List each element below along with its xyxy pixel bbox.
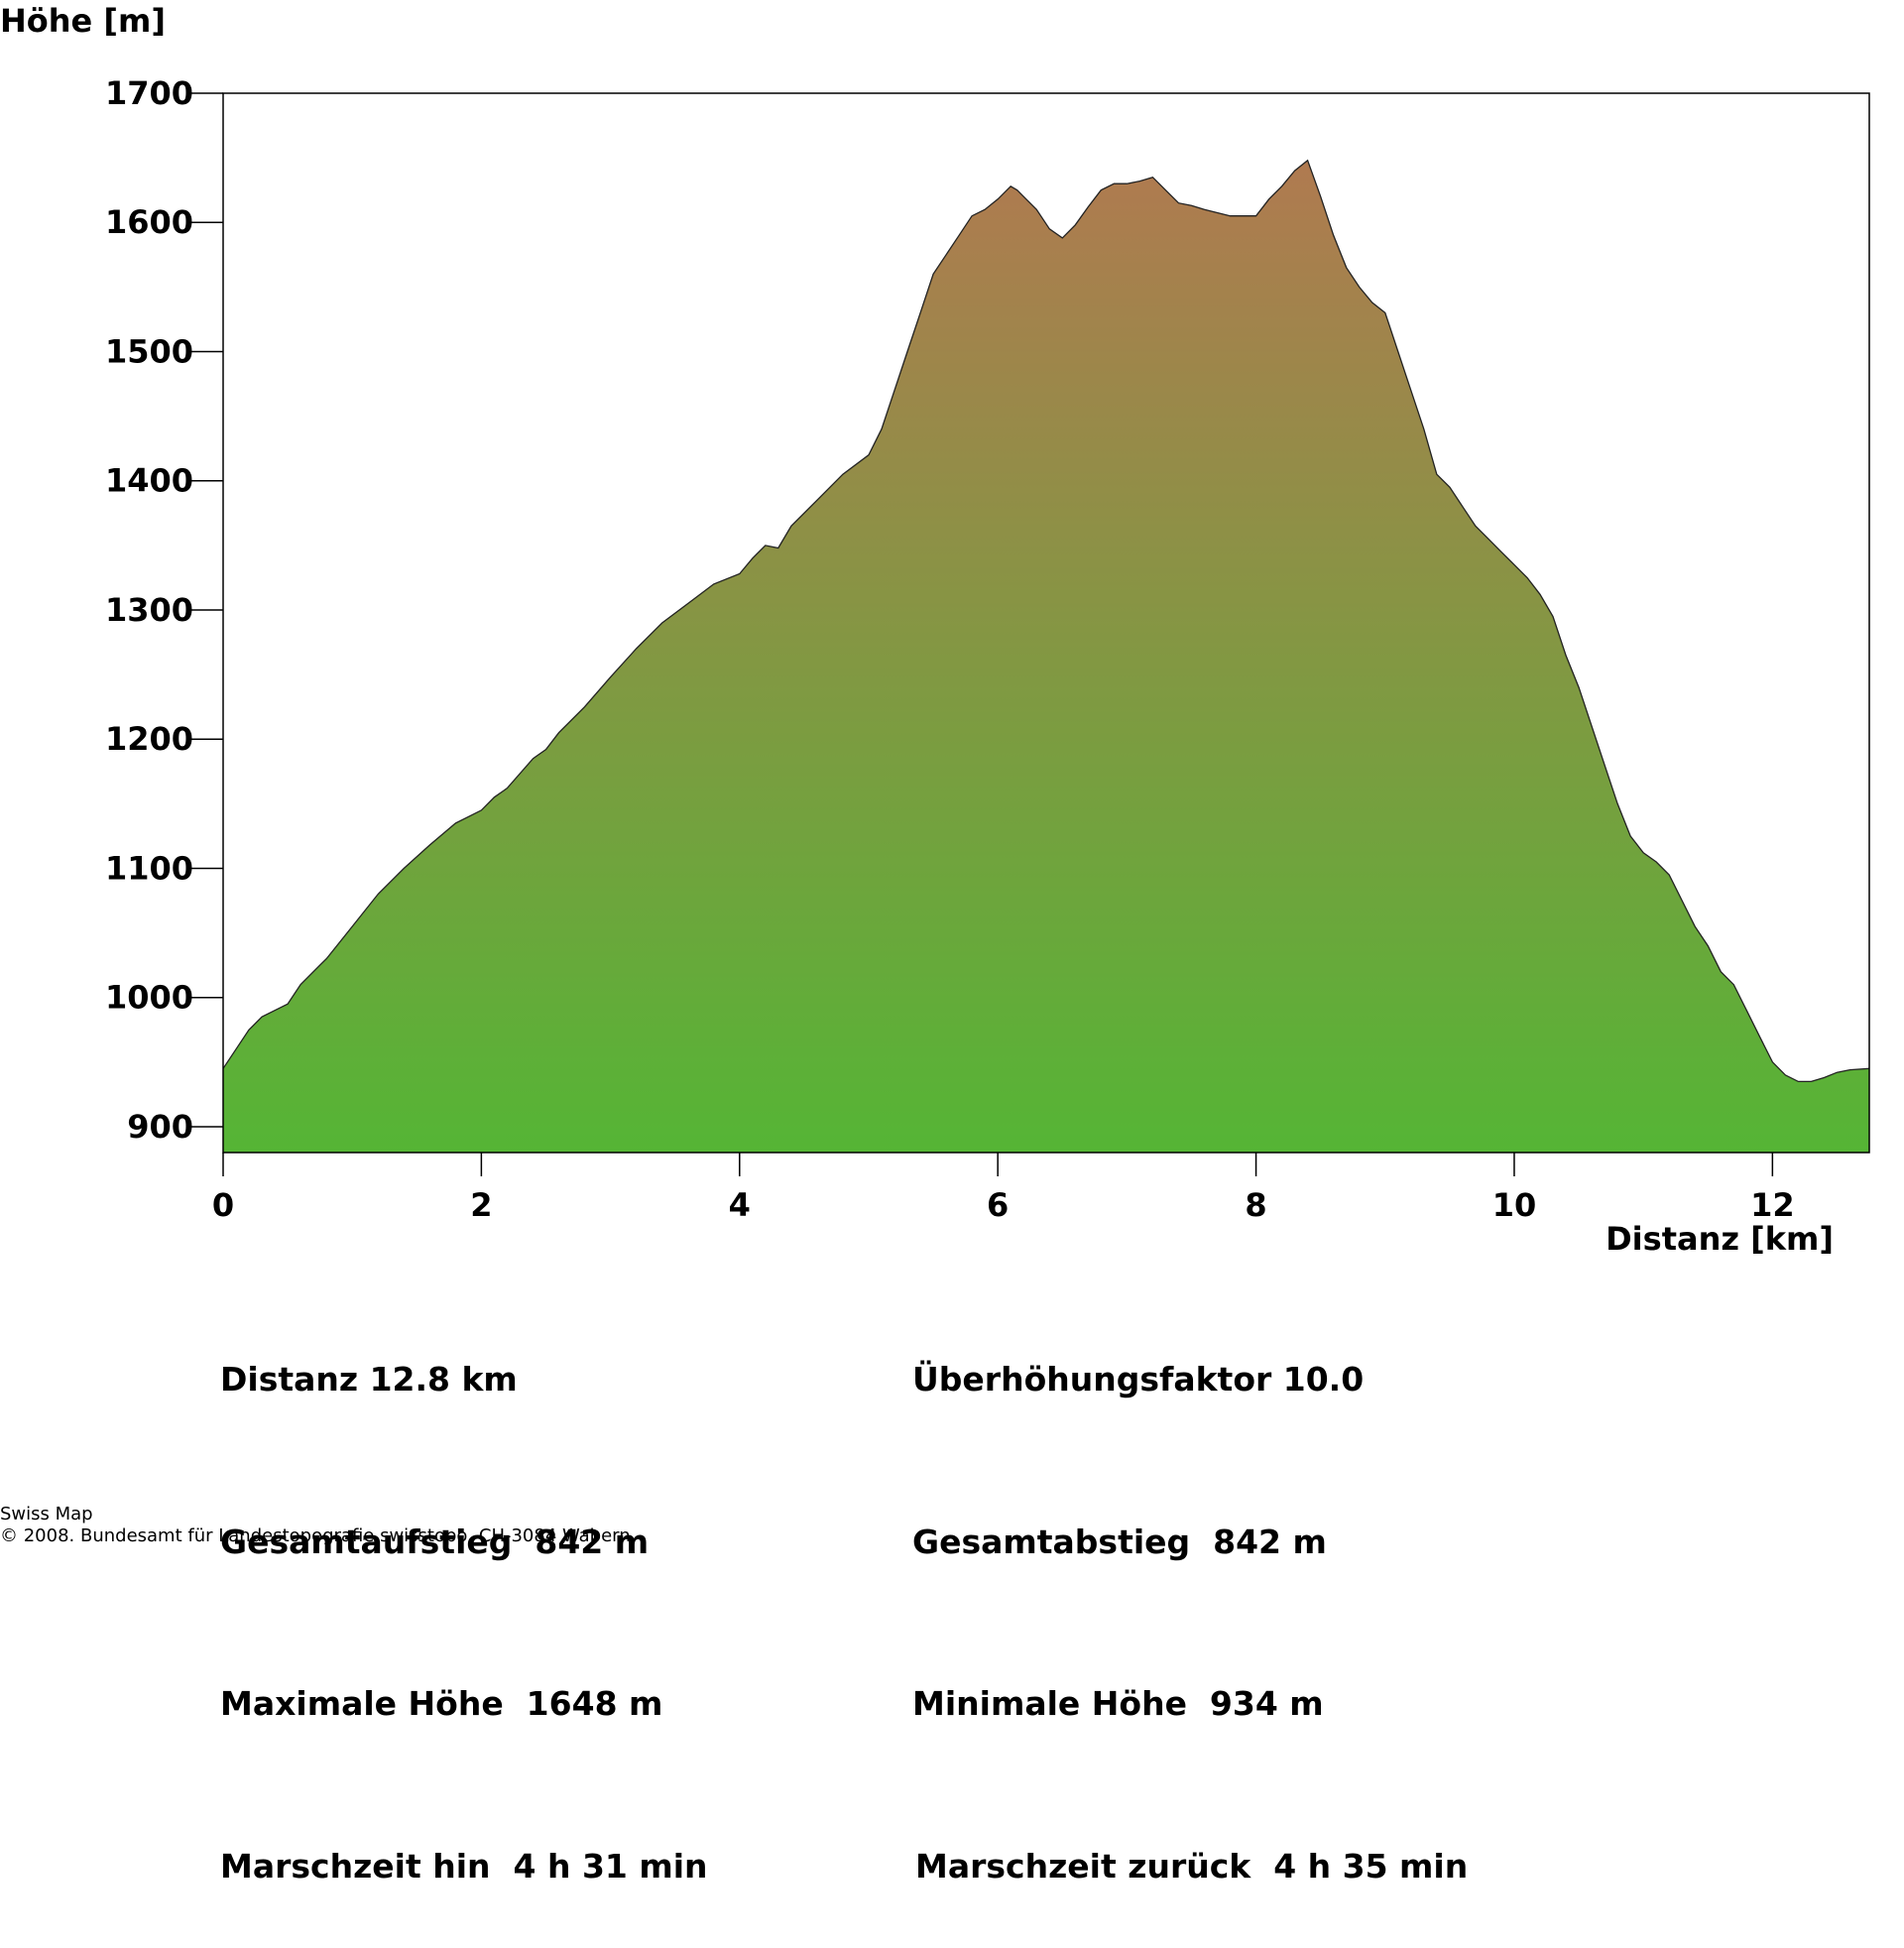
y-axis: 900 1000 1100 1200 1300 1400 1500 1600 1700	[105, 74, 223, 1146]
x-tick-label: 12	[1750, 1186, 1795, 1224]
stats-left-column: Distanz 12.8 km Gesamtaufstieg 842 m Max…	[220, 1245, 708, 1948]
min-height-stat: Minimale Höhe 934 m	[912, 1684, 1324, 1723]
y-tick-label: 1600	[105, 203, 193, 241]
x-axis: 0 2 4 6 8 10 12	[212, 1153, 1795, 1224]
plot-frame	[222, 92, 1870, 1154]
x-tick-label: 8	[1245, 1186, 1266, 1224]
x-tick-label: 10	[1492, 1186, 1537, 1224]
ascent-stat: Gesamtaufstieg 842 m	[220, 1522, 650, 1561]
y-tick-label: 1400	[105, 462, 193, 500]
exaggeration-stat: Überhöhungsfaktor 10.0	[912, 1360, 1365, 1399]
y-tick-label: 1200	[105, 720, 193, 758]
y-tick-label: 1000	[105, 979, 193, 1017]
y-tick-label: 900	[127, 1108, 193, 1146]
plot-area	[222, 159, 1870, 1153]
y-tick-label: 1300	[105, 591, 193, 629]
elevation-line	[222, 159, 1870, 1083]
elevation-profile-chart: Höhe [m] 900 1000 1100 1200 1300 1400 1500 1600…	[0, 2, 1870, 1258]
y-tick-label: 1100	[105, 849, 193, 887]
time-back-stat: Marschzeit zurück 4 h 35 min	[915, 1846, 1469, 1886]
stats-right-column: Überhöhungsfaktor 10.0 Gesamtabstieg 842…	[912, 1245, 1468, 1948]
y-axis-title: Höhe [m]	[0, 2, 166, 40]
footer-copyright: © 2008. Bundesamt für Landestopografie s…	[0, 1525, 631, 1546]
elevation-area	[223, 160, 1869, 1153]
distance-stat: Distanz 12.8 km	[220, 1360, 518, 1399]
x-tick-label: 4	[729, 1186, 751, 1224]
time-out-stat: Marschzeit hin 4 h 31 min	[220, 1846, 708, 1886]
y-tick-label: 1500	[105, 332, 193, 370]
x-tick-label: 0	[212, 1186, 234, 1224]
y-tick-label: 1700	[105, 74, 193, 112]
max-height-stat: Maximale Höhe 1648 m	[220, 1684, 663, 1723]
descent-stat: Gesamtabstieg 842 m	[912, 1522, 1327, 1561]
x-tick-label: 2	[470, 1186, 492, 1224]
footer-source: Swiss Map	[0, 1504, 93, 1524]
x-tick-label: 6	[987, 1186, 1009, 1224]
x-axis-title: Distanz [km]	[1606, 1220, 1834, 1258]
